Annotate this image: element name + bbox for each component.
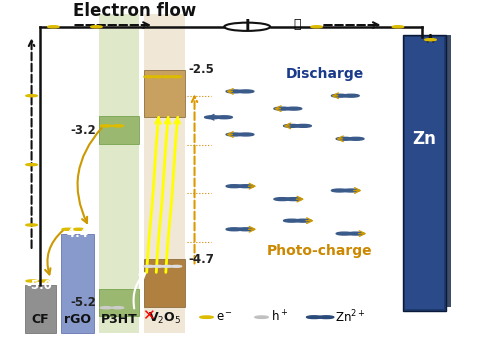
Circle shape <box>284 124 300 127</box>
Bar <box>24 285 56 333</box>
Circle shape <box>274 198 290 201</box>
Bar <box>99 289 140 316</box>
Text: Discharge: Discharge <box>286 67 364 81</box>
Circle shape <box>112 307 124 309</box>
Circle shape <box>331 94 348 97</box>
Circle shape <box>216 116 232 119</box>
Circle shape <box>100 307 112 309</box>
Circle shape <box>204 116 221 119</box>
Text: ✕: ✕ <box>142 308 155 323</box>
Bar <box>403 35 446 311</box>
Circle shape <box>284 219 300 222</box>
Circle shape <box>38 280 49 282</box>
Circle shape <box>348 232 364 235</box>
Text: -2.5: -2.5 <box>189 63 215 76</box>
Bar <box>144 260 185 307</box>
Text: rGO: rGO <box>64 313 91 326</box>
Circle shape <box>112 125 124 127</box>
Circle shape <box>286 107 302 110</box>
Circle shape <box>331 189 348 192</box>
Circle shape <box>255 316 268 318</box>
Circle shape <box>73 228 84 230</box>
Circle shape <box>171 76 181 78</box>
Circle shape <box>343 189 359 192</box>
Circle shape <box>226 228 242 231</box>
Circle shape <box>286 198 302 201</box>
Circle shape <box>274 107 290 110</box>
Circle shape <box>26 280 37 282</box>
Text: -5.0: -5.0 <box>26 279 52 292</box>
Circle shape <box>226 185 242 188</box>
Text: Zn: Zn <box>412 130 436 148</box>
Circle shape <box>153 265 163 267</box>
Circle shape <box>100 125 112 127</box>
Circle shape <box>238 90 254 93</box>
Bar <box>405 37 444 310</box>
Bar <box>60 234 94 333</box>
Text: -3.2: -3.2 <box>71 124 96 137</box>
Circle shape <box>343 94 359 97</box>
Circle shape <box>336 232 352 235</box>
Bar <box>144 70 185 117</box>
Text: Photo-charge: Photo-charge <box>266 244 372 258</box>
Bar <box>99 116 140 144</box>
Text: V$_2$O$_5$: V$_2$O$_5$ <box>148 311 181 326</box>
Circle shape <box>224 23 270 31</box>
Circle shape <box>62 228 73 230</box>
Circle shape <box>238 228 254 231</box>
Circle shape <box>311 26 323 28</box>
Circle shape <box>392 26 404 28</box>
Text: CF: CF <box>31 313 49 326</box>
Circle shape <box>162 76 172 78</box>
Circle shape <box>307 316 322 318</box>
Text: -5.2: -5.2 <box>71 296 96 309</box>
Text: I: I <box>244 19 250 34</box>
Circle shape <box>26 224 37 226</box>
Circle shape <box>153 76 163 78</box>
Circle shape <box>162 265 172 267</box>
Circle shape <box>144 265 155 267</box>
Circle shape <box>348 137 364 140</box>
Circle shape <box>238 133 254 136</box>
Text: Electron flow: Electron flow <box>73 2 196 20</box>
Circle shape <box>336 137 352 140</box>
Circle shape <box>226 90 242 93</box>
Circle shape <box>91 26 102 28</box>
Circle shape <box>144 76 155 78</box>
Text: Zn$^{2+}$: Zn$^{2+}$ <box>335 309 365 326</box>
Text: P3HT: P3HT <box>101 313 138 326</box>
Text: 💡: 💡 <box>294 18 301 31</box>
Bar <box>407 35 451 307</box>
Circle shape <box>200 316 213 318</box>
Text: h$^+$: h$^+$ <box>271 310 288 325</box>
Circle shape <box>226 133 242 136</box>
Circle shape <box>171 265 181 267</box>
Bar <box>144 14 185 333</box>
Circle shape <box>319 316 334 318</box>
Text: e$^-$: e$^-$ <box>216 311 233 324</box>
Text: -4.7: -4.7 <box>189 253 215 266</box>
Text: -4.4: -4.4 <box>62 227 88 240</box>
Circle shape <box>425 39 436 41</box>
Circle shape <box>238 185 254 188</box>
Circle shape <box>48 26 59 28</box>
Circle shape <box>295 124 312 127</box>
Circle shape <box>26 95 37 97</box>
Circle shape <box>295 219 312 222</box>
Bar <box>99 14 140 333</box>
Circle shape <box>26 163 37 166</box>
